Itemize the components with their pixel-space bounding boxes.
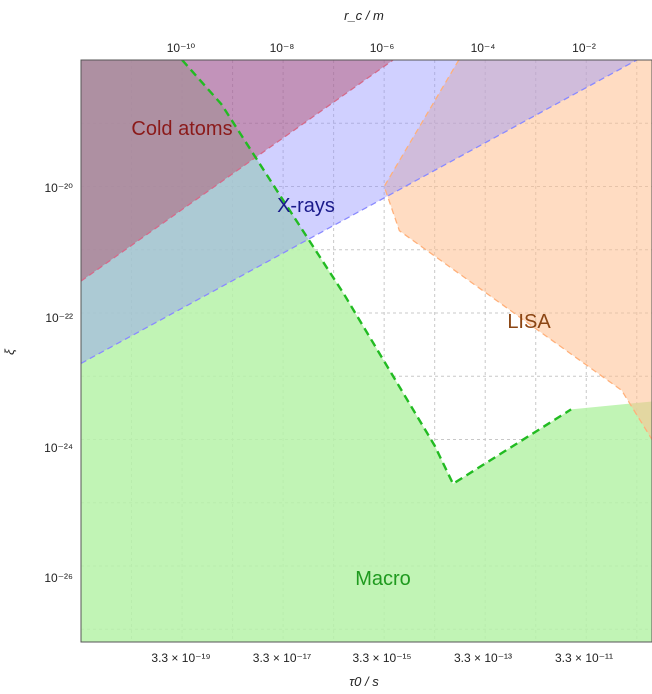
macro-region	[81, 60, 652, 642]
top-tick-label: 10⁻¹⁰	[167, 41, 196, 55]
xrays-boundary-line	[81, 60, 638, 364]
xrays-label: X-rays	[277, 195, 335, 217]
y-axis-label: ξ	[2, 348, 17, 355]
top-tick-label: 10⁻⁴	[471, 41, 496, 55]
bottom-axis: 3.3 × 10⁻¹⁹ 3.3 × 10⁻¹⁷ 3.3 × 10⁻¹⁵ 3.3 …	[151, 651, 613, 689]
top-axis: 10⁻¹⁰ 10⁻⁸ 10⁻⁶ 10⁻⁴ 10⁻² r_c / m	[167, 8, 596, 55]
bottom-tick-label: 3.3 × 10⁻¹⁵	[352, 651, 411, 665]
lisa-boundary-line	[383, 60, 652, 440]
macro-boundary-line	[181, 60, 572, 486]
lisa-label: LISA	[507, 311, 551, 333]
y-tick-label: 10⁻²²	[45, 311, 73, 325]
y-tick-label: 10⁻²⁶	[44, 571, 73, 585]
bottom-tick-label: 3.3 × 10⁻¹³	[454, 651, 512, 665]
y-tick-label: 10⁻²⁰	[45, 181, 74, 195]
bottom-tick-label: 3.3 × 10⁻¹¹	[555, 651, 613, 665]
bottom-tick-label: 3.3 × 10⁻¹⁷	[253, 651, 311, 665]
top-tick-label: 10⁻⁶	[370, 41, 395, 55]
y-tick-label: 10⁻²⁴	[44, 441, 73, 455]
top-axis-label: r_c / m	[344, 8, 384, 23]
plot-frame	[80, 59, 652, 643]
xrays-region	[81, 60, 637, 364]
cold-atoms-boundary-line	[81, 60, 394, 282]
bottom-axis-label: τ0 / s	[349, 674, 379, 689]
cold-atoms-label: Cold atoms	[131, 118, 232, 140]
macro-label: Macro	[355, 568, 411, 590]
left-axis: 10⁻²⁰ 10⁻²² 10⁻²⁴ 10⁻²⁶ ξ	[2, 181, 73, 585]
top-tick-label: 10⁻⁸	[270, 41, 295, 55]
lisa-region	[384, 60, 652, 440]
top-tick-label: 10⁻²	[572, 41, 596, 55]
bottom-tick-label: 3.3 × 10⁻¹⁹	[151, 651, 210, 665]
